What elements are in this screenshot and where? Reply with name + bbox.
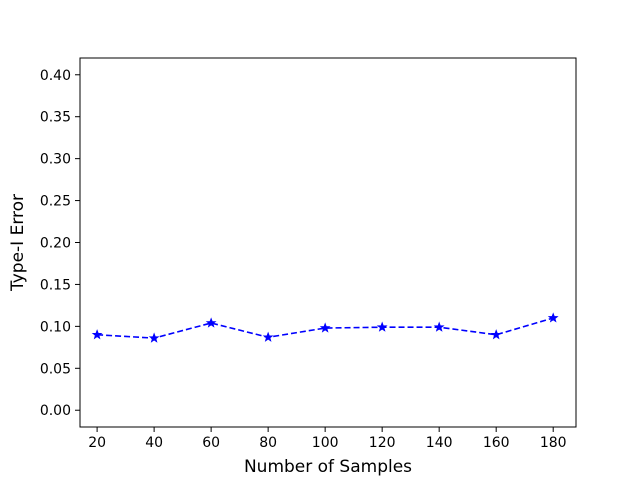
data-point [91,329,103,340]
y-tick-label: 0.05 [40,361,71,377]
y-tick-label: 0.20 [40,236,71,252]
y-tick-label: 0.30 [40,152,71,168]
series-layer [91,312,559,343]
data-point [262,331,274,342]
x-tick-label: 100 [312,435,339,451]
x-tick-label: 40 [145,435,163,451]
data-point [205,317,217,328]
x-tick-label: 80 [259,435,277,451]
data-point [490,329,502,340]
y-tick-label: 0.00 [40,403,71,419]
y-tick-label: 0.40 [40,68,71,84]
x-tick-label: 140 [426,435,453,451]
y-tick-label: 0.35 [40,110,71,126]
x-tick-label: 180 [540,435,567,451]
y-tick-label: 0.15 [40,277,71,293]
x-tick-label: 60 [202,435,220,451]
data-point [547,312,559,323]
data-point [376,321,388,332]
plot-frame [79,57,577,428]
data-point [148,332,160,343]
y-tick-label: 0.10 [40,319,71,335]
series-line [97,317,554,339]
data-point [319,322,331,333]
ticks-layer: 20 40 60 80 100 120 140 160 180 0.00 0.05 0.10 0.15 0… [40,68,567,451]
x-axis-label: Number of Samples [244,457,412,477]
x-tick-label: 120 [369,435,396,451]
x-tick-label: 160 [483,435,510,451]
x-tick-label: 20 [88,435,106,451]
data-point [433,321,445,332]
y-axis-label: Type-I Error [8,194,28,292]
y-tick-label: 0.25 [40,194,71,210]
